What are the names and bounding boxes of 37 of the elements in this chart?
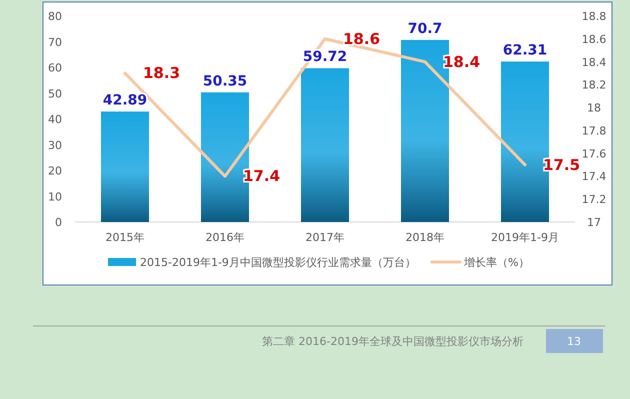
text: 第二章 2016-2019年全球及中国微型投影仪市场分析 — [262, 335, 524, 348]
y-tick-label: 10 — [48, 190, 62, 204]
x-tick-label: 2018年 — [406, 231, 444, 244]
y2-tick-label: 17.2 — [582, 193, 606, 206]
y2-tick-label: 18.6 — [582, 32, 606, 46]
y-tick-label: 20 — [48, 164, 62, 178]
y-tick-label: 50 — [48, 87, 62, 100]
data-label: 62.31 — [502, 42, 548, 59]
data-label: 70.7 — [408, 20, 442, 37]
y-tick-label: 30 — [48, 138, 62, 152]
x-tick-label: 2019年1-9月 — [491, 231, 559, 244]
y2-tick-label: 18.2 — [582, 78, 606, 92]
y2-tick-label: 18.4 — [582, 56, 606, 69]
y-tick-label: 0 — [55, 216, 62, 229]
x-tick-label: 2016年 — [206, 231, 244, 244]
y2-tick-label: 18 — [587, 102, 601, 115]
data-label: 18.6 — [343, 30, 380, 48]
x-tick-label: 2015年 — [106, 231, 144, 244]
x-tick-label: 2017年 — [306, 231, 344, 244]
data-label: 50.35 — [202, 73, 248, 90]
y-tick-label: 40 — [48, 113, 62, 126]
y-tick-label: 60 — [48, 62, 62, 74]
text: 13 — [567, 335, 581, 348]
y2-tick-label: 17 — [587, 216, 601, 229]
data-label: 42.89 — [102, 92, 148, 109]
legend-label: 2015-2019年1-9月中国微型投影仪行业需求量（万台） — [140, 256, 416, 269]
legend-label: 增长率（%） — [462, 256, 530, 269]
y2-tick-label: 17.8 — [582, 124, 606, 138]
y-tick-label: 80 — [48, 10, 62, 23]
data-label: 59.72 — [302, 49, 348, 66]
y2-tick-label: 17.4 — [582, 170, 606, 184]
y2-tick-label: 17.6 — [582, 147, 606, 160]
bar — [101, 112, 149, 222]
data-label: 18.3 — [143, 64, 180, 82]
y-tick-label: 70 — [48, 36, 62, 49]
bar — [301, 68, 349, 222]
y2-tick-label: 18.8 — [582, 10, 606, 23]
